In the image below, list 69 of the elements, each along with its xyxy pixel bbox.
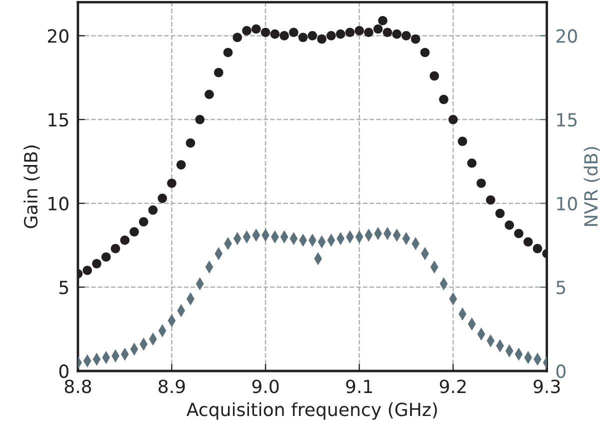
point xyxy=(289,28,298,38)
point xyxy=(298,32,308,42)
point xyxy=(448,114,458,124)
y-tick-label: 15 xyxy=(48,113,68,127)
point xyxy=(410,34,420,44)
y2-tick-label: 20 xyxy=(556,29,577,43)
y-tick-label: 20 xyxy=(48,29,68,43)
point xyxy=(430,71,439,81)
point xyxy=(467,158,477,168)
point xyxy=(420,48,430,58)
y2-tick-label: 15 xyxy=(557,113,577,127)
point xyxy=(176,160,186,170)
y-axis-title: Gain (dB) xyxy=(24,146,40,228)
point xyxy=(486,195,496,205)
point xyxy=(195,114,205,124)
x-tick-label: 9.1 xyxy=(346,380,372,394)
point xyxy=(439,94,448,104)
point xyxy=(326,31,336,40)
point xyxy=(373,24,383,34)
y2-axis-title: NVR (dB) xyxy=(584,147,600,226)
point xyxy=(270,29,280,39)
point xyxy=(186,138,196,148)
y2-tick-label: 0 xyxy=(556,364,566,378)
point xyxy=(523,237,533,247)
point xyxy=(232,32,242,42)
point xyxy=(345,28,355,38)
point xyxy=(317,34,326,44)
point xyxy=(110,244,120,254)
y-tick-label: 0 xyxy=(59,364,68,378)
point xyxy=(532,244,542,254)
point xyxy=(158,194,168,203)
point xyxy=(260,28,270,38)
point xyxy=(336,29,346,39)
point xyxy=(392,29,402,39)
y2-tick-label: 5 xyxy=(556,280,566,294)
point xyxy=(101,252,111,262)
point xyxy=(354,26,364,36)
x-tick-label: 9.2 xyxy=(440,380,466,394)
point xyxy=(138,217,148,226)
point xyxy=(167,178,176,188)
x-tick-label: 8.9 xyxy=(158,380,185,394)
point xyxy=(82,266,92,276)
point xyxy=(504,220,514,230)
point xyxy=(242,26,252,36)
point xyxy=(130,227,139,236)
point xyxy=(514,228,524,238)
point xyxy=(214,68,224,78)
y2-tick-label: 10 xyxy=(557,196,577,210)
point xyxy=(378,16,388,26)
point xyxy=(495,208,505,218)
x-tick-label: 9.3 xyxy=(534,380,560,394)
point xyxy=(280,31,289,40)
x-tick-label: 8.8 xyxy=(64,380,92,394)
point xyxy=(223,48,233,58)
point xyxy=(402,31,411,40)
point xyxy=(204,90,214,100)
point xyxy=(476,178,486,188)
x-axis-title: Acquisition frequency (GHz) xyxy=(186,402,437,420)
y-tick-label: 10 xyxy=(48,196,68,210)
point xyxy=(308,31,318,40)
x-tick-label: 9.0 xyxy=(252,380,279,394)
point xyxy=(148,205,158,215)
point xyxy=(120,236,130,245)
point xyxy=(92,259,102,268)
point xyxy=(364,28,374,38)
y-tick-label: 5 xyxy=(60,280,68,294)
point xyxy=(251,24,261,34)
point xyxy=(458,136,468,146)
point xyxy=(382,28,392,38)
